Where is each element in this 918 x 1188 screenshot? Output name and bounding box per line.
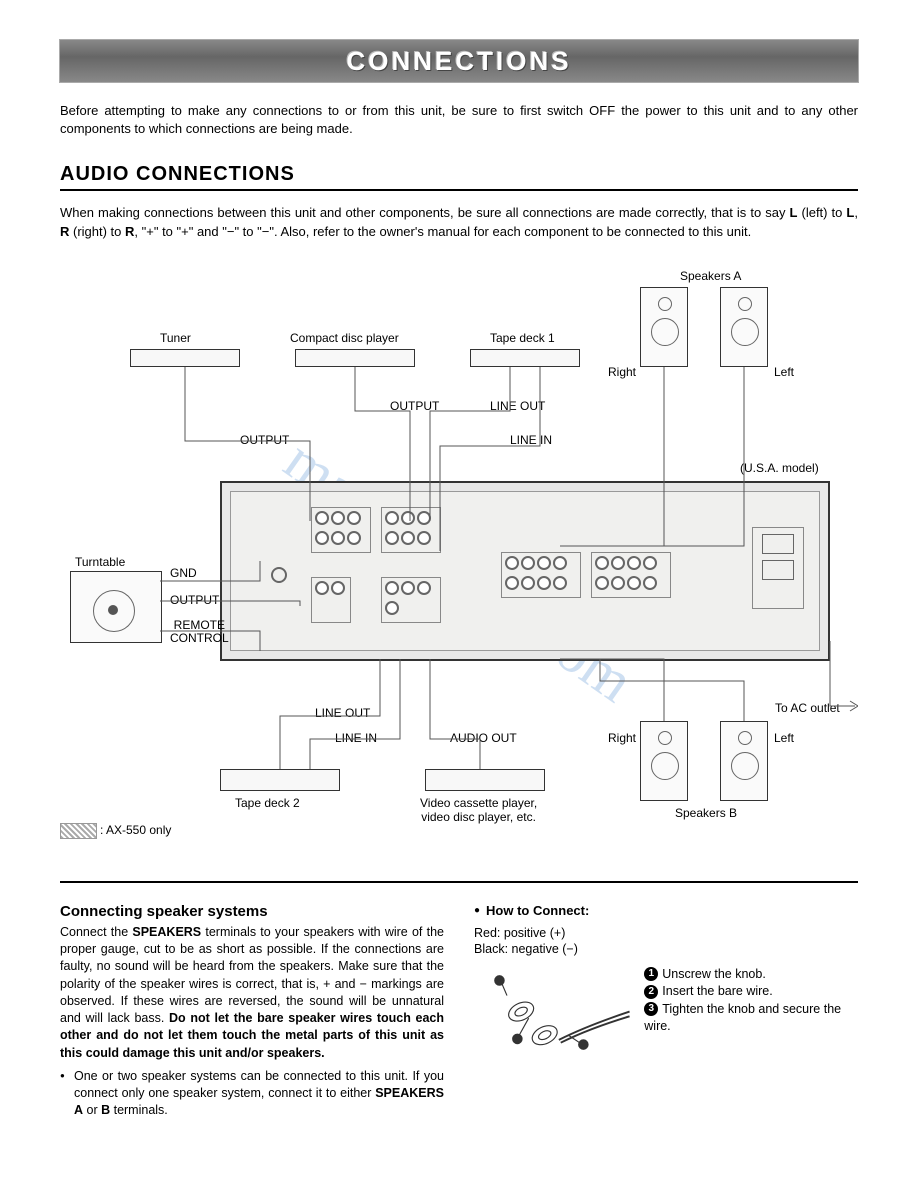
output-label-3: OUTPUT <box>170 593 219 607</box>
t: Connect the <box>60 925 132 939</box>
intro-text: Before attempting to make any connection… <box>60 102 858 138</box>
t: , <box>854 205 858 220</box>
cd-label: Compact disc player <box>290 331 399 345</box>
right-label-b: Right <box>608 731 636 745</box>
tuner-label: Tuner <box>160 331 191 345</box>
linein-label-2: LINE IN <box>335 731 377 745</box>
tape1-label: Tape deck 1 <box>490 331 555 345</box>
lower-columns: Connecting speaker systems Connect the S… <box>60 903 858 1122</box>
svg-text:1: 1 <box>498 978 502 985</box>
t: Tighten the knob and secure the wire. <box>644 1002 841 1034</box>
speaker-b-left <box>720 721 768 801</box>
svg-text:3: 3 <box>515 1036 519 1043</box>
vcr-label: Video cassette player, video disc player… <box>420 796 537 825</box>
input-jacks-1 <box>311 507 371 553</box>
ac-outlet-label: To AC outlet <box>775 701 840 715</box>
audioout-label: AUDIO OUT <box>450 731 517 745</box>
howto-row: 1 2 3 1 Unscrew the knob. 2 Insert the bar… <box>474 966 858 1076</box>
speaker-b-right <box>640 721 688 801</box>
bullet-icon: ● <box>474 905 480 916</box>
bullet-1: One or two speaker systems can be connec… <box>60 1068 444 1119</box>
audio-heading: AUDIO CONNECTIONS <box>60 163 858 191</box>
ax550-hatch <box>60 823 97 839</box>
col-right: ● How to Connect: Red: positive (+) Blac… <box>474 903 858 1122</box>
vcr-box <box>425 769 545 791</box>
t: (left) to <box>797 205 846 220</box>
svg-text:2: 2 <box>581 1042 585 1049</box>
col-left: Connecting speaker systems Connect the S… <box>60 903 444 1122</box>
t: (right) to <box>69 224 125 239</box>
t: Unscrew the knob. <box>662 967 766 981</box>
speaker-a-right <box>640 287 688 367</box>
howto-black: Black: negative (−) <box>474 942 858 956</box>
lineout-label-1: LINE OUT <box>490 399 545 413</box>
R: R <box>60 224 69 239</box>
input-jacks-2 <box>381 507 441 553</box>
step-3: 3Tighten the knob and secure the wire. <box>644 1001 858 1036</box>
t: or <box>83 1103 101 1117</box>
howto-head: How to Connect: <box>486 903 589 918</box>
speakers-b-label: Speakers B <box>675 806 737 820</box>
output-label-1: OUTPUT <box>240 433 289 447</box>
ax550-label: : AX-550 only <box>100 823 171 837</box>
howto-red: Red: positive (+) <box>474 926 858 940</box>
connection-diagram: manualslive.com Tuner Compact disc playe… <box>60 261 858 883</box>
speaker-terminals-a <box>501 552 581 598</box>
gnd-post <box>271 567 287 583</box>
speaker-bullets: One or two speaker systems can be connec… <box>60 1068 444 1119</box>
speaker-section-body: Connect the SPEAKERS terminals to your s… <box>60 924 444 1062</box>
cd-box <box>295 349 415 367</box>
step-2: 2 Insert the bare wire. <box>644 983 858 1001</box>
title-banner: CONNECTIONS <box>60 40 858 82</box>
phono-jacks <box>311 577 351 623</box>
tape1-box <box>470 349 580 367</box>
tape-jacks <box>381 577 441 623</box>
amp-panel <box>230 491 820 651</box>
tape2-label: Tape deck 2 <box>235 796 300 810</box>
tape2-box <box>220 769 340 791</box>
t: terminals. <box>110 1103 168 1117</box>
step-1: 1 Unscrew the knob. <box>644 966 858 984</box>
t: , "+" to "+" and "−" to "−". Also, refer… <box>134 224 751 239</box>
turntable-box <box>70 571 162 643</box>
right-label-a: Right <box>608 365 636 379</box>
speakers-a-label: Speakers A <box>680 269 741 283</box>
lineout-label-2: LINE OUT <box>315 706 370 720</box>
num2-icon: 2 <box>644 985 658 999</box>
turntable-label: Turntable <box>75 555 125 569</box>
gnd-label: GND <box>170 566 197 580</box>
tuner-box <box>130 349 240 367</box>
speaker-section-head: Connecting speaker systems <box>60 903 444 920</box>
t: Insert the bare wire. <box>662 984 772 998</box>
speaker-terminals-b <box>591 552 671 598</box>
ac-outlets <box>752 527 804 609</box>
connector-illustration: 1 2 3 <box>474 966 634 1076</box>
t: terminals to your speakers with wire of … <box>60 925 444 1025</box>
howto-steps: 1 Unscrew the knob. 2 Insert the bare wire… <box>644 966 858 1036</box>
num3-icon: 3 <box>644 1002 658 1016</box>
num1-icon: 1 <box>644 967 658 981</box>
remote-label: REMOTE CONTROL <box>170 619 229 645</box>
speaker-a-left <box>720 287 768 367</box>
left-label-b: Left <box>774 731 794 745</box>
R2: R <box>125 224 134 239</box>
t: SPEAKERS <box>132 925 201 939</box>
linein-label-1: LINE IN <box>510 433 552 447</box>
usa-label: (U.S.A. model) <box>740 461 819 475</box>
amplifier-rear <box>220 481 830 661</box>
t: B <box>101 1103 110 1117</box>
t: When making connections between this uni… <box>60 205 790 220</box>
left-label-a: Left <box>774 365 794 379</box>
banner-title: CONNECTIONS <box>346 46 571 77</box>
output-label-2: OUTPUT <box>390 399 439 413</box>
audio-text: When making connections between this uni… <box>60 204 858 240</box>
